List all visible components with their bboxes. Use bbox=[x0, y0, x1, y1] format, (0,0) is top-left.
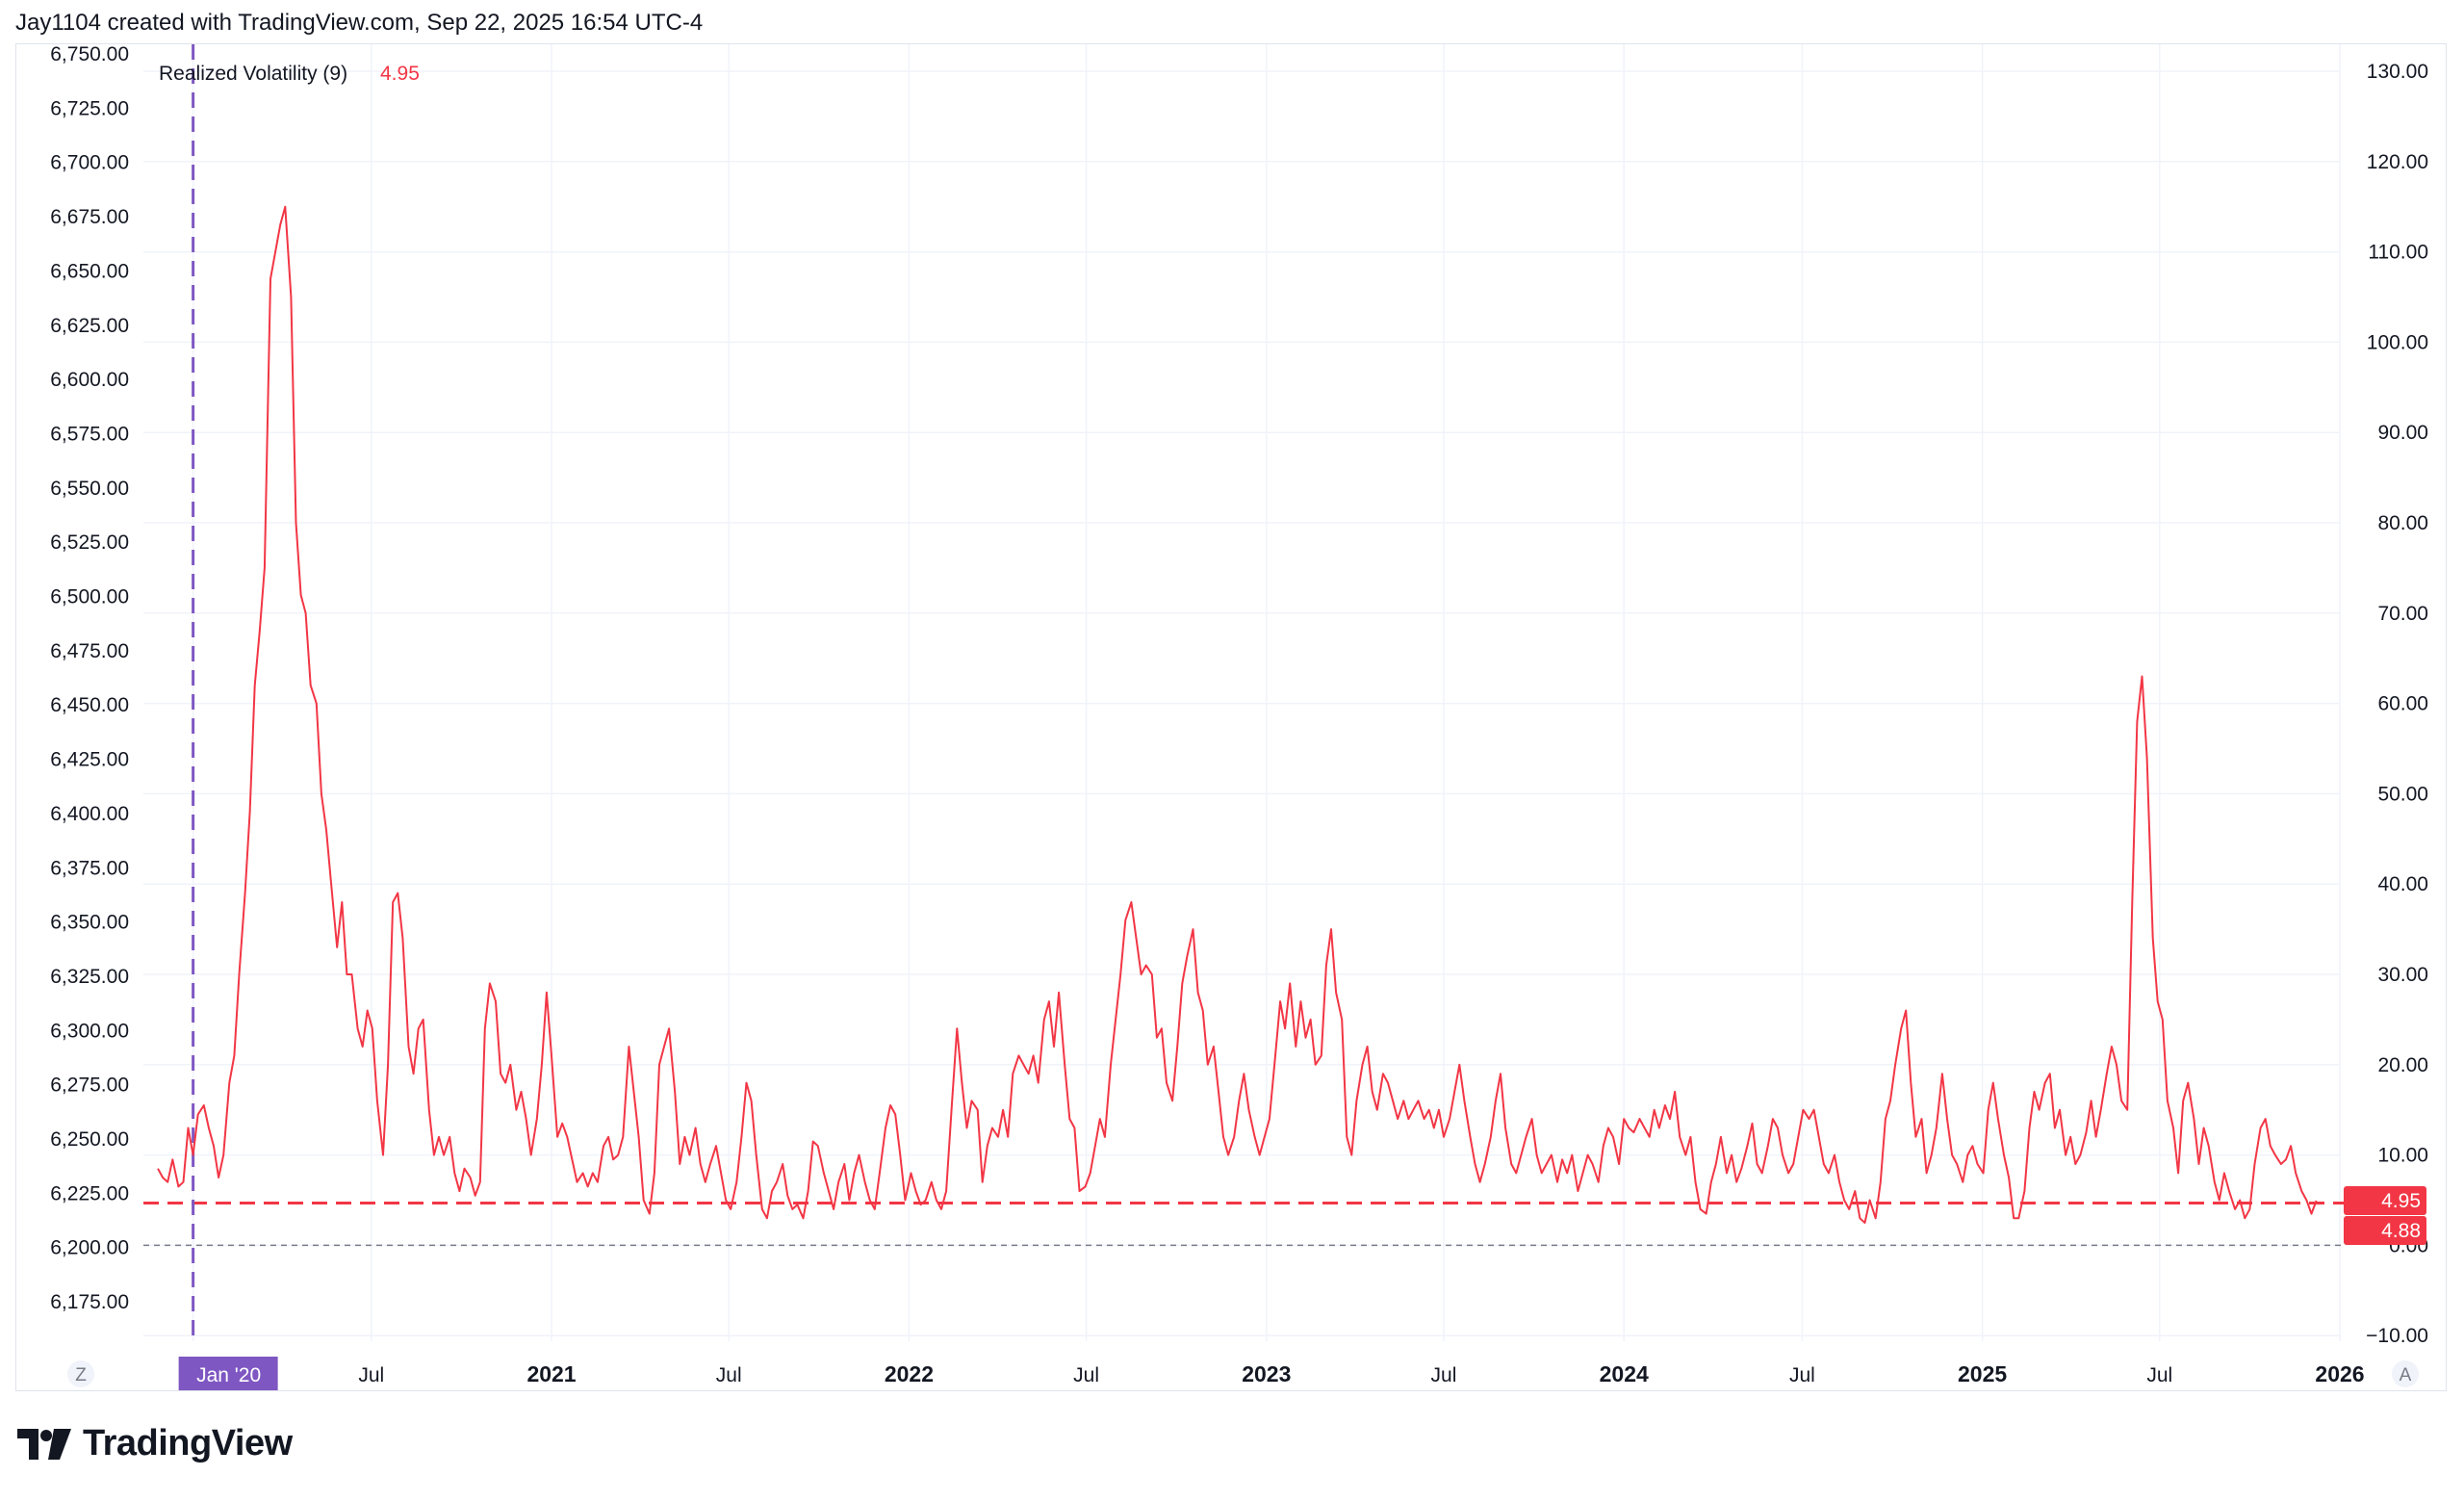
series-layer bbox=[157, 205, 2318, 1224]
time-axis-label: Jul bbox=[358, 1364, 384, 1386]
tradingview-wordmark: TradingView bbox=[83, 1423, 293, 1463]
right-axis-tick-label: 90.00 bbox=[2377, 422, 2428, 444]
time-axis-label: Jul bbox=[1073, 1364, 1099, 1386]
right-axis-tick-label: 70.00 bbox=[2377, 603, 2428, 625]
left-axis-tick-label: 6,575.00 bbox=[50, 423, 129, 445]
left-axis-tick-label: 6,200.00 bbox=[50, 1237, 129, 1259]
crosshair-date-badge: Jan '20 bbox=[178, 1357, 278, 1393]
time-axis-label: 2023 bbox=[1242, 1361, 1291, 1386]
right-axis-tick-label: 50.00 bbox=[2377, 783, 2428, 805]
left-axis-tick-label: 6,425.00 bbox=[50, 749, 129, 771]
legend-indicator-value: 4.95 bbox=[380, 63, 420, 85]
left-axis-tick-label: 6,500.00 bbox=[50, 586, 129, 609]
grid-layer bbox=[143, 44, 2341, 1341]
left-axis-tick-label: 6,550.00 bbox=[50, 478, 129, 500]
right-axis-tick-label: 40.00 bbox=[2377, 873, 2428, 895]
left-axis-tick-label: 6,450.00 bbox=[50, 694, 129, 716]
reference-value-badge: 4.88 bbox=[2344, 1215, 2426, 1245]
left-axis-tick-label: 6,225.00 bbox=[50, 1182, 129, 1204]
time-axis-label: Jul bbox=[716, 1364, 742, 1386]
right-axis-tick-label: 120.00 bbox=[2367, 151, 2428, 173]
time-axis-label: 2021 bbox=[526, 1361, 576, 1386]
left-axis-tick-label: 6,350.00 bbox=[50, 912, 129, 934]
right-axis-tick-label: 130.00 bbox=[2367, 61, 2428, 83]
right-axis-tick-label: 80.00 bbox=[2377, 512, 2428, 534]
time-axis-label: Jul bbox=[2146, 1364, 2172, 1386]
series-line-realized-volatility[interactable] bbox=[157, 205, 2318, 1224]
time-axis-label: 2026 bbox=[2315, 1361, 2364, 1386]
legend-indicator-name[interactable]: Realized Volatility (9) bbox=[159, 63, 347, 85]
left-axis-tick-label: 6,300.00 bbox=[50, 1020, 129, 1042]
left-axis-tick-label: 6,600.00 bbox=[50, 369, 129, 391]
crosshair-date-badge-text: Jan '20 bbox=[196, 1364, 261, 1386]
right-axis-tick-label: 110.00 bbox=[2368, 242, 2428, 264]
left-axis-tick-label: 6,675.00 bbox=[50, 206, 129, 228]
crosshair-date-badge-bg bbox=[178, 1357, 278, 1393]
left-price-axis[interactable]: 6,750.00 6,725.00 6,700.00 6,675.00 6,650.00… bbox=[50, 43, 129, 1313]
time-axis-label: Jul bbox=[1789, 1364, 1815, 1386]
left-axis-tick-label: 6,650.00 bbox=[50, 260, 129, 282]
left-axis-tick-label: 6,750.00 bbox=[50, 44, 129, 65]
right-value-axis[interactable]: 130.00 120.00 110.00 100.00 90.00 80.00 70.00 6… bbox=[2344, 61, 2428, 1347]
left-axis-tick-label: 6,400.00 bbox=[50, 803, 129, 825]
reference-value-badge-text: 4.88 bbox=[2381, 1220, 2421, 1242]
chart-frame: 6,750.00 6,725.00 6,700.00 6,675.00 6,650.00… bbox=[15, 43, 2447, 1393]
left-axis-tick-label: 6,375.00 bbox=[50, 857, 129, 879]
tradingview-logo-icon bbox=[17, 1428, 71, 1460]
right-axis-tick-label: −10.00 bbox=[2366, 1325, 2428, 1347]
left-scale-button-label: Z bbox=[75, 1365, 87, 1385]
left-axis-tick-label: 6,625.00 bbox=[50, 315, 129, 337]
auto-scale-button-label: A bbox=[2400, 1365, 2412, 1385]
left-axis-tick-label: 6,475.00 bbox=[50, 640, 129, 662]
right-axis-tick-label: 100.00 bbox=[2367, 331, 2428, 353]
tradingview-logo[interactable]: TradingView bbox=[17, 1423, 293, 1464]
left-scale-button[interactable]: Z bbox=[67, 1360, 94, 1387]
left-axis-tick-label: 6,700.00 bbox=[50, 152, 129, 174]
time-axis-label: Jul bbox=[1431, 1364, 1457, 1386]
reference-value-badge-bg bbox=[2344, 1215, 2426, 1245]
chart-credit: Jay1104 created with TradingView.com, Se… bbox=[15, 10, 704, 36]
left-axis-tick-label: 6,325.00 bbox=[50, 966, 129, 988]
left-axis-tick-label: 6,275.00 bbox=[50, 1075, 129, 1097]
right-axis-tick-label: 60.00 bbox=[2377, 693, 2428, 715]
reference-lines bbox=[143, 44, 2355, 1341]
right-axis-tick-label: 20.00 bbox=[2377, 1054, 2428, 1076]
time-axis-label: 2025 bbox=[1958, 1361, 2007, 1386]
time-axis-label: 2024 bbox=[1600, 1361, 1649, 1386]
right-axis-tick-label: 10.00 bbox=[2377, 1145, 2428, 1167]
last-value-badge-text: 4.95 bbox=[2381, 1190, 2421, 1212]
auto-scale-button[interactable]: A bbox=[2392, 1360, 2419, 1387]
last-value-badge: 4.95 bbox=[2344, 1185, 2426, 1215]
left-axis-tick-label: 6,175.00 bbox=[50, 1291, 129, 1313]
chart-svg[interactable]: 6,750.00 6,725.00 6,700.00 6,675.00 6,650.00… bbox=[16, 43, 2446, 1393]
time-axis-label: 2022 bbox=[885, 1361, 934, 1386]
last-value-badge-bg bbox=[2344, 1185, 2426, 1215]
time-axis[interactable]: Jan '20 Jul 2021 Jul 2022 Jul 2023 Jul 2024 Jul 20… bbox=[178, 1357, 2365, 1393]
left-axis-tick-label: 6,725.00 bbox=[50, 97, 129, 119]
right-axis-tick-label: 30.00 bbox=[2377, 964, 2428, 986]
left-axis-tick-label: 6,250.00 bbox=[50, 1128, 129, 1151]
left-axis-tick-label: 6,525.00 bbox=[50, 531, 129, 554]
